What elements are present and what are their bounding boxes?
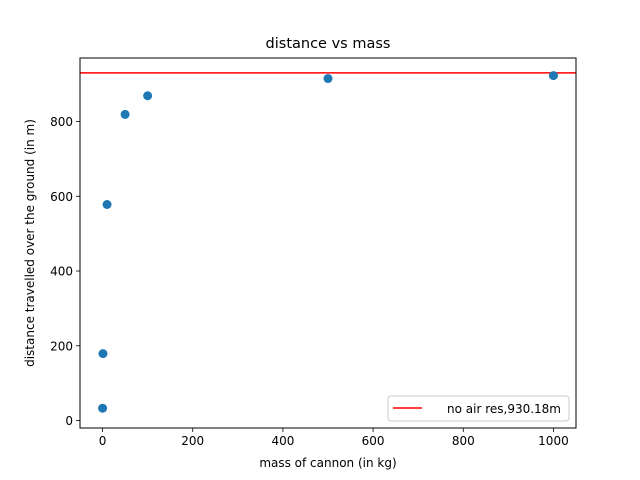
data-point	[98, 349, 108, 359]
plot-area: 0 200 400 600 800 1000 0 200 400 600 800	[50, 71, 576, 448]
y-tick-label: 0	[65, 414, 73, 428]
data-point	[143, 91, 153, 101]
data-point	[98, 403, 108, 413]
legend-box	[387, 395, 570, 422]
x-tick-label: 1000	[538, 434, 569, 448]
x-tick-label: 200	[181, 434, 204, 448]
data-point	[548, 71, 558, 81]
x-axis-label: mass of cannon (in kg)	[259, 456, 396, 470]
x-tick-label: 800	[452, 434, 475, 448]
x-tick-label: 400	[271, 434, 294, 448]
y-tick-label: 400	[50, 265, 73, 279]
y-tick-label: 200	[50, 339, 73, 353]
x-tick-label: 600	[362, 434, 385, 448]
data-point	[102, 200, 112, 210]
y-tick-label: 800	[50, 115, 73, 129]
axes-frame	[79, 57, 577, 429]
chart-title: distance vs mass	[266, 36, 391, 52]
legend-label: no air res,930.18m	[447, 402, 561, 416]
y-axis-label: distance travelled over the ground (in m…	[23, 119, 37, 367]
data-point	[120, 109, 130, 119]
x-tick-label: 0	[99, 434, 107, 448]
data-point	[323, 74, 333, 84]
legend: no air res,930.18m	[387, 395, 570, 422]
y-tick-label: 600	[50, 190, 73, 204]
